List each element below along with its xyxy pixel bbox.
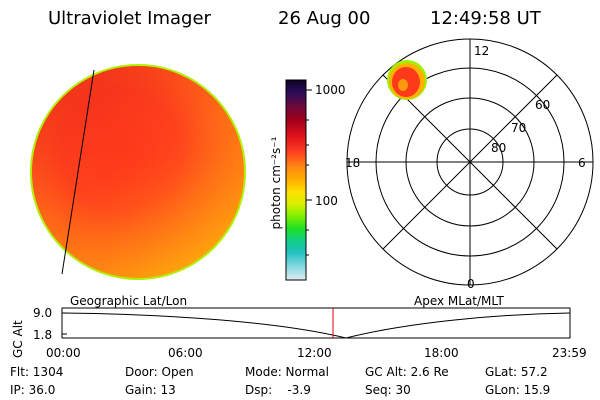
timeline-right-title: Apex MLat/MLT xyxy=(414,294,504,308)
info-door: Door: Open xyxy=(125,365,194,379)
info-mode: Mode: Normal xyxy=(245,365,329,379)
colorbar-gradient xyxy=(285,79,307,281)
time-label: 12:49:58 UT xyxy=(430,8,541,29)
timeline-ytick-top: 9.0 xyxy=(33,306,53,320)
timeline-xtick-0000: 00:00 xyxy=(46,346,81,360)
polar-axis-diag2 xyxy=(382,74,558,250)
polar-aurora-patch xyxy=(387,60,427,100)
info-glat: GLat: 57.2 xyxy=(485,365,548,379)
info-seq: Seq: 30 xyxy=(365,383,411,397)
altitude-curve xyxy=(61,312,571,339)
date-label: 26 Aug 00 xyxy=(278,8,371,29)
info-gc-alt: GC Alt: 2.6 Re xyxy=(365,365,449,379)
timeline-xtick-2359: 23:59 xyxy=(552,346,587,360)
colorbar-tick-1000: 1000 xyxy=(315,83,346,97)
info-glon: GLon: 15.9 xyxy=(485,383,551,397)
info-ip: IP: 36.0 xyxy=(10,383,56,397)
info-dsp: Dsp: -3.9 xyxy=(245,383,311,397)
mlt-label-6: 6 xyxy=(578,156,586,170)
colorbar-tick-100: 100 xyxy=(315,194,338,208)
instrument-title: Ultraviolet Imager xyxy=(48,8,211,29)
timeline-xtick-0600: 06:00 xyxy=(168,346,203,360)
info-flight: Flt: 1304 xyxy=(10,365,64,379)
timeline-xtick-1800: 18:00 xyxy=(424,346,459,360)
mlt-label-0: 0 xyxy=(467,277,475,291)
lat-label-80: 80 xyxy=(491,141,507,155)
mlt-label-12: 12 xyxy=(474,44,490,58)
info-gain: Gain: 13 xyxy=(125,383,176,397)
timeline-frame xyxy=(61,307,571,339)
timeline-xtick-1200: 12:00 xyxy=(297,346,332,360)
terminator-line xyxy=(61,69,95,275)
lat-label-60: 60 xyxy=(535,98,551,112)
lat-label-70: 70 xyxy=(511,121,527,135)
mlt-label-18: 18 xyxy=(345,156,361,170)
timeline-ytick-bottom: 1.8 xyxy=(33,328,53,342)
timeline-left-title: Geographic Lat/Lon xyxy=(70,294,188,308)
